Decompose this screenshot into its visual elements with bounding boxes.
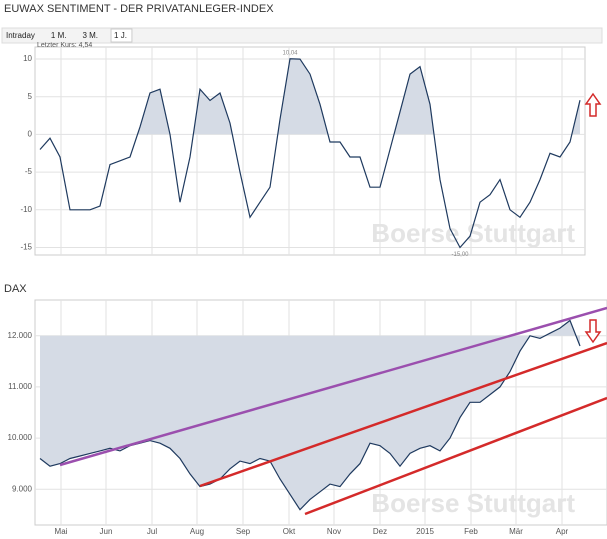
- page-title: EUWAX SENTIMENT - DER PRIVATANLEGER-INDE…: [4, 3, 274, 15]
- x-tick-label: Nov: [327, 527, 341, 536]
- area: [40, 58, 580, 135]
- x-tick-label: Okt: [283, 527, 296, 536]
- annotation: 10,04: [282, 50, 298, 56]
- x-tick-label: Aug: [190, 527, 204, 536]
- x-tick-label: Dez: [373, 527, 387, 536]
- line: [39, 58, 581, 249]
- tab: 1 M.: [51, 31, 67, 40]
- y-tick-label: 9.000: [12, 484, 33, 493]
- tab: Intraday: [6, 31, 35, 40]
- chart-title: DAX: [4, 283, 27, 295]
- y-tick-label: 12.000: [8, 331, 33, 340]
- trend-line: [199, 341, 607, 488]
- y-tick-label: -10: [20, 205, 32, 214]
- y-tick-label: 10: [23, 54, 32, 63]
- y-tick-label: -15: [20, 243, 32, 252]
- tab-active: [110, 28, 133, 43]
- trend-line: [304, 396, 607, 516]
- y-tick-label: 11.000: [8, 382, 32, 391]
- bottom-frame: [34, 299, 607, 526]
- x-tick-label: Mär: [509, 527, 523, 536]
- tab-bar: [1, 27, 603, 44]
- down-arrow: [584, 319, 602, 344]
- chart: 12.000 11.000 10.000 9.000 Boerse Stuttgart D…: [4, 283, 607, 536]
- watermark: Boerse Stuttgart: [371, 488, 575, 518]
- up-arrow: [584, 92, 602, 117]
- tab: 3 M.: [82, 31, 98, 40]
- x-tick-label: Jul: [147, 527, 157, 536]
- area: [40, 320, 580, 510]
- charts: 10 5 0 -5 -10 -15 Boerse Stuttgart Letzter Kurs…: [4, 42, 607, 536]
- y-tick-label: 10.000: [8, 433, 33, 442]
- y-tick-label: 0: [28, 130, 33, 139]
- x-tick-label: Jun: [100, 527, 113, 536]
- top-frame: [34, 46, 586, 256]
- x-tick-label: Sep: [236, 527, 251, 536]
- watermark: Boerse Stuttgart: [371, 218, 575, 248]
- tabs: Intraday 1 M. 3 M. 1 J.: [6, 28, 133, 43]
- trend-line: [59, 306, 607, 467]
- chart: 10 5 0 -5 -10 -15 Boerse Stuttgart Letzter Kurs…: [20, 42, 585, 258]
- x-tick-label: 2015: [416, 527, 434, 536]
- x-tick-label: Mai: [55, 527, 68, 536]
- annotation: -15,00: [451, 252, 469, 258]
- x-tick-label: Apr: [556, 527, 569, 536]
- y-tick-label: -5: [25, 167, 33, 176]
- x-tick-label: Feb: [464, 527, 478, 536]
- y-tick-label: 5: [28, 92, 33, 101]
- tab: 1 J.: [114, 31, 127, 40]
- subtitle: Letzter Kurs: 4,54: [37, 42, 92, 49]
